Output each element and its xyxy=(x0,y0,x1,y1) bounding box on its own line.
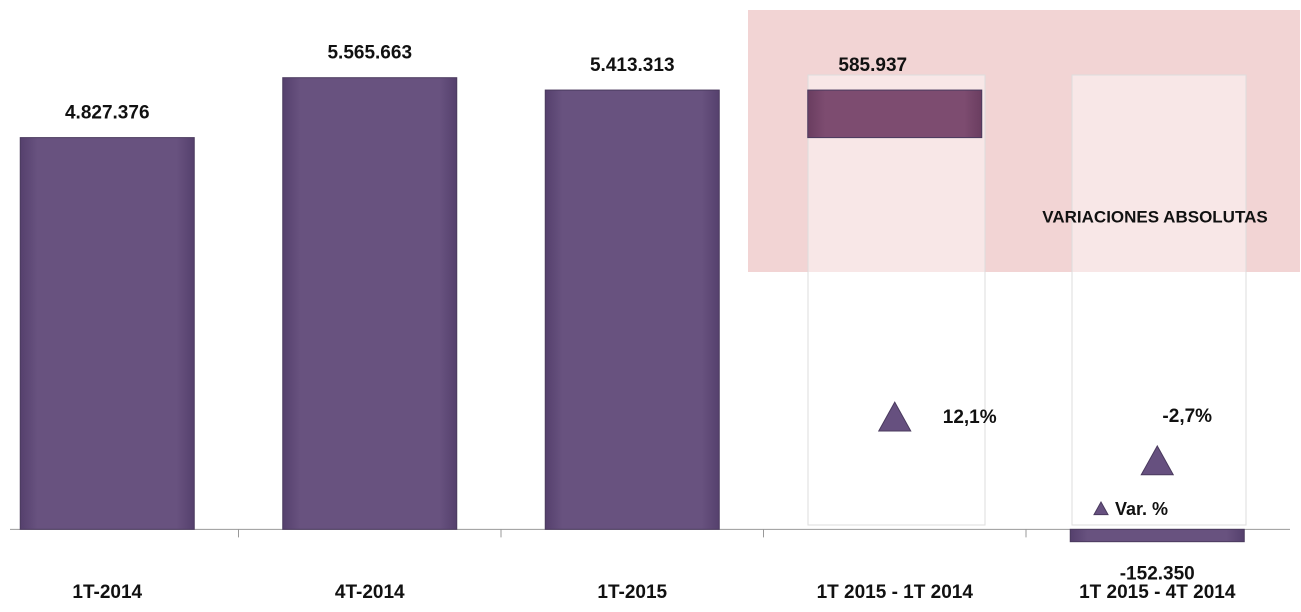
value-label: 5.565.663 xyxy=(327,43,412,64)
bar xyxy=(807,89,983,139)
bar xyxy=(19,137,195,530)
bar xyxy=(544,89,720,530)
marker xyxy=(877,401,912,432)
x-tick-label: 1T-2015 xyxy=(597,582,667,603)
x-tick-label: 1T 2015 - 1T 2014 xyxy=(817,582,974,603)
variation-frame xyxy=(807,74,986,526)
bar xyxy=(1069,528,1245,543)
value-label: -2,7% xyxy=(1162,406,1212,427)
bar xyxy=(282,77,458,530)
marker xyxy=(1140,444,1175,476)
annotation: VARIACIONES ABSOLUTAS xyxy=(1042,207,1267,226)
value-label: 585.937 xyxy=(838,55,907,76)
legend-label: Var. % xyxy=(1115,499,1168,519)
value-label: 4.827.376 xyxy=(65,103,150,124)
value-label: 5.413.313 xyxy=(590,55,675,76)
value-label: 12,1% xyxy=(943,407,997,428)
x-tick-label: 4T-2014 xyxy=(335,582,405,603)
highlight-area xyxy=(748,10,1300,272)
x-tick-label: 1T-2014 xyxy=(72,582,142,603)
x-tick-label: 1T 2015 - 4T 2014 xyxy=(1079,582,1236,603)
value-label: -152.350 xyxy=(1120,564,1195,585)
legend-marker xyxy=(1093,500,1109,516)
